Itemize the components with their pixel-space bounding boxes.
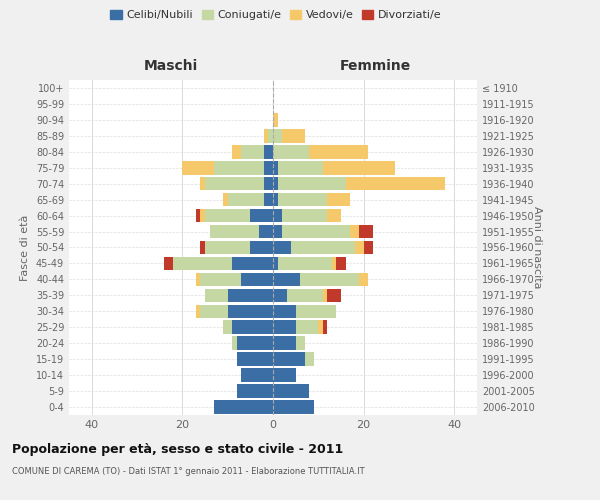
Bar bbox=[273, 161, 278, 174]
Bar bbox=[359, 272, 368, 286]
Bar bbox=[264, 145, 273, 158]
Bar bbox=[328, 288, 341, 302]
Bar bbox=[273, 336, 296, 350]
Bar bbox=[227, 304, 273, 318]
Bar bbox=[196, 304, 200, 318]
Bar bbox=[223, 320, 232, 334]
Bar bbox=[205, 209, 250, 222]
Bar bbox=[227, 288, 273, 302]
Bar bbox=[296, 320, 319, 334]
Bar bbox=[232, 336, 237, 350]
Bar bbox=[350, 225, 359, 238]
Bar bbox=[323, 320, 328, 334]
Bar bbox=[237, 336, 273, 350]
Bar bbox=[264, 177, 273, 190]
Y-axis label: Fasce di età: Fasce di età bbox=[20, 214, 30, 280]
Bar bbox=[319, 320, 323, 334]
Bar bbox=[241, 145, 264, 158]
Bar bbox=[250, 209, 273, 222]
Bar bbox=[328, 209, 341, 222]
Bar bbox=[337, 256, 346, 270]
Bar bbox=[200, 209, 205, 222]
Bar bbox=[164, 256, 173, 270]
Text: Popolazione per età, sesso e stato civile - 2011: Popolazione per età, sesso e stato civil… bbox=[12, 442, 343, 456]
Bar bbox=[182, 161, 214, 174]
Bar bbox=[227, 193, 264, 206]
Text: Femmine: Femmine bbox=[340, 58, 410, 72]
Bar bbox=[200, 240, 205, 254]
Bar bbox=[273, 177, 278, 190]
Bar bbox=[196, 272, 200, 286]
Bar bbox=[278, 193, 328, 206]
Bar bbox=[282, 129, 305, 142]
Bar bbox=[250, 240, 273, 254]
Bar bbox=[278, 177, 346, 190]
Bar bbox=[214, 400, 273, 414]
Bar bbox=[209, 225, 259, 238]
Bar bbox=[309, 145, 368, 158]
Bar bbox=[273, 209, 282, 222]
Text: Maschi: Maschi bbox=[144, 58, 198, 72]
Bar bbox=[232, 145, 241, 158]
Bar bbox=[305, 352, 314, 366]
Bar bbox=[273, 272, 300, 286]
Bar bbox=[323, 288, 328, 302]
Bar bbox=[278, 161, 323, 174]
Bar bbox=[273, 193, 278, 206]
Bar bbox=[264, 129, 268, 142]
Bar bbox=[296, 336, 305, 350]
Bar bbox=[291, 240, 355, 254]
Bar bbox=[268, 129, 273, 142]
Bar bbox=[214, 161, 264, 174]
Bar bbox=[264, 161, 273, 174]
Bar bbox=[205, 177, 264, 190]
Bar bbox=[273, 288, 287, 302]
Bar bbox=[200, 272, 241, 286]
Y-axis label: Anni di nascita: Anni di nascita bbox=[532, 206, 542, 288]
Bar bbox=[273, 145, 309, 158]
Bar bbox=[232, 320, 273, 334]
Bar bbox=[232, 256, 273, 270]
Bar bbox=[273, 304, 296, 318]
Bar bbox=[364, 240, 373, 254]
Bar bbox=[264, 193, 273, 206]
Bar bbox=[287, 288, 323, 302]
Bar bbox=[273, 352, 305, 366]
Bar bbox=[241, 368, 273, 382]
Bar bbox=[296, 304, 337, 318]
Bar bbox=[237, 352, 273, 366]
Bar bbox=[205, 288, 227, 302]
Bar bbox=[205, 240, 250, 254]
Bar bbox=[273, 400, 314, 414]
Bar bbox=[346, 177, 445, 190]
Bar bbox=[273, 320, 296, 334]
Bar bbox=[200, 177, 205, 190]
Text: COMUNE DI CAREMA (TO) - Dati ISTAT 1° gennaio 2011 - Elaborazione TUTTITALIA.IT: COMUNE DI CAREMA (TO) - Dati ISTAT 1° ge… bbox=[12, 468, 365, 476]
Bar bbox=[200, 304, 227, 318]
Bar bbox=[241, 272, 273, 286]
Bar bbox=[359, 225, 373, 238]
Bar bbox=[273, 384, 309, 398]
Bar bbox=[273, 368, 296, 382]
Bar bbox=[273, 225, 282, 238]
Bar bbox=[355, 240, 364, 254]
Bar bbox=[237, 384, 273, 398]
Bar bbox=[300, 272, 359, 286]
Bar bbox=[273, 113, 278, 126]
Bar bbox=[332, 256, 337, 270]
Bar bbox=[282, 225, 350, 238]
Bar bbox=[273, 129, 282, 142]
Bar bbox=[259, 225, 273, 238]
Bar bbox=[328, 193, 350, 206]
Bar bbox=[273, 256, 278, 270]
Bar bbox=[223, 193, 227, 206]
Bar bbox=[173, 256, 232, 270]
Bar bbox=[196, 209, 200, 222]
Bar bbox=[323, 161, 395, 174]
Legend: Celibi/Nubili, Coniugati/e, Vedovi/e, Divorziati/e: Celibi/Nubili, Coniugati/e, Vedovi/e, Di… bbox=[106, 6, 446, 25]
Bar bbox=[282, 209, 328, 222]
Bar bbox=[273, 240, 291, 254]
Bar bbox=[278, 256, 332, 270]
